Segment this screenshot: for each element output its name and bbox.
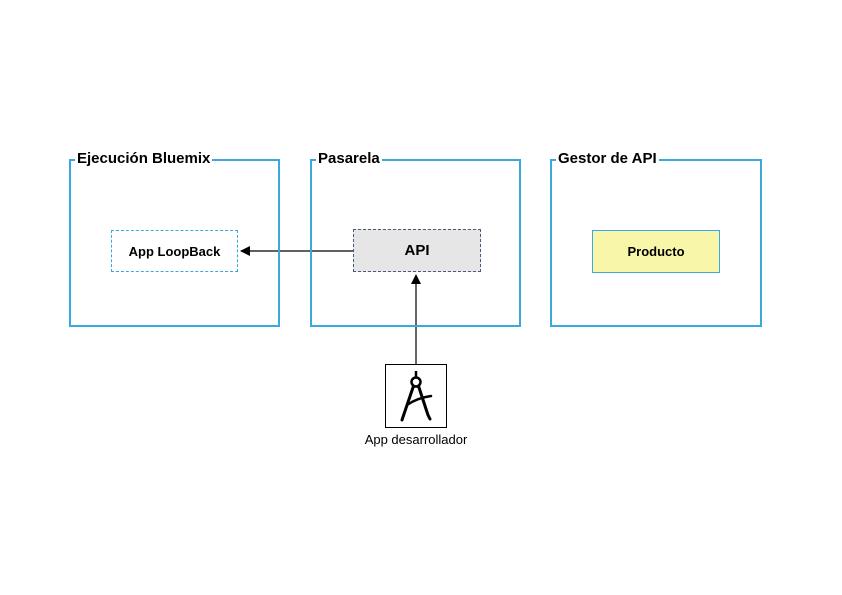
product-node[interactable]: Producto — [592, 230, 720, 273]
api-node[interactable]: API — [353, 229, 481, 272]
loopback-app-label: App LoopBack — [128, 243, 221, 259]
bluemix-runtime-title: Ejecución Bluemix — [75, 149, 213, 169]
loopback-app-node[interactable]: App LoopBack — [111, 230, 238, 272]
developer-app-label: App desarrollador — [364, 432, 468, 447]
api-manager-title: Gestor de API — [556, 149, 659, 169]
drafting-compass-icon — [400, 371, 433, 422]
bluemix-runtime-group: Ejecución Bluemix — [69, 149, 280, 327]
developer-app-node[interactable] — [385, 364, 447, 428]
gateway-group: Pasarela — [310, 149, 521, 327]
api-label: API — [404, 242, 430, 259]
gateway-title: Pasarela — [316, 149, 382, 169]
api-manager-group: Gestor de API — [550, 149, 762, 327]
product-label: Producto — [627, 244, 685, 259]
